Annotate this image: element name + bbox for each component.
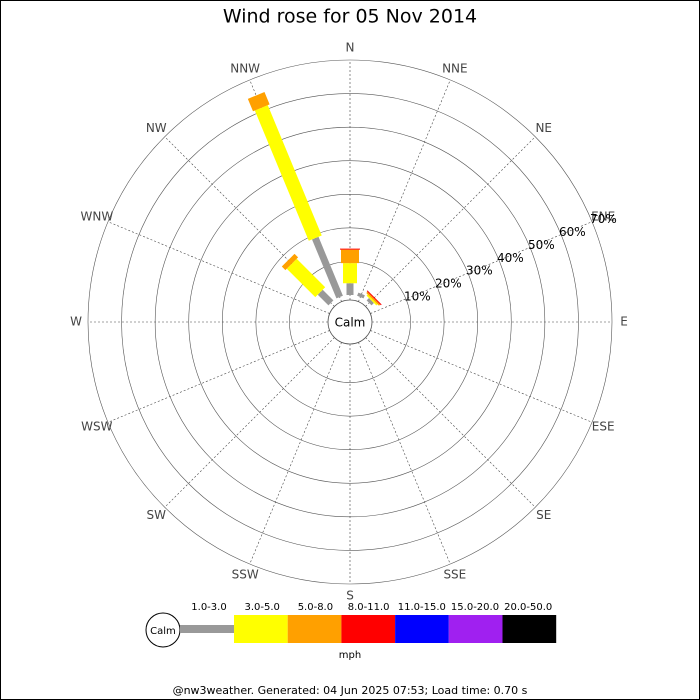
ring: [188, 160, 512, 484]
direction-label: WSW: [81, 419, 112, 433]
direction-label: SW: [147, 508, 167, 522]
direction-label: NNW: [230, 61, 260, 75]
legend-swatch: [502, 615, 557, 643]
legend-label: 11.0-15.0: [398, 602, 446, 613]
legend-swatch: [234, 615, 288, 643]
direction-label: NW: [146, 121, 167, 135]
bar-segment: [254, 105, 322, 241]
legend-swatch: [341, 615, 396, 643]
direction-label: ENE: [591, 210, 615, 224]
spoke: [358, 79, 451, 302]
legend-label: 8.0-11.0: [348, 602, 390, 613]
direction-label: N: [346, 41, 355, 55]
bar-segment: [281, 253, 299, 271]
spoke: [370, 330, 593, 423]
bar-segment: [312, 236, 343, 299]
bar-segment: [247, 92, 270, 112]
legend-label: 1.0-3.0: [191, 602, 226, 613]
direction-label: W: [70, 315, 82, 329]
bar-segment: [366, 291, 381, 306]
r-tick-label: 10%: [404, 289, 431, 303]
chart-title: Wind rose for 05 Nov 2014: [223, 6, 477, 28]
spoke: [365, 337, 536, 508]
spoke: [365, 136, 536, 307]
calm-label: Calm: [335, 316, 366, 330]
bar-segment: [366, 294, 378, 306]
r-tick-label: 30%: [466, 264, 493, 278]
r-tick-label: 70%: [590, 212, 617, 226]
ring: [87, 59, 613, 585]
direction-label: NNE: [442, 61, 468, 75]
direction-label: E: [620, 315, 628, 329]
legend-label: 20.0-50.0: [504, 602, 552, 613]
legend-swatch: [287, 615, 342, 643]
unit-label: mph: [339, 650, 361, 661]
legend-label: 5.0-8.0: [298, 602, 333, 613]
spoke: [249, 342, 342, 565]
direction-label: SSW: [232, 568, 259, 582]
spoke: [164, 337, 335, 508]
legend-calm-label: Calm: [150, 626, 176, 637]
bar-segment: [286, 258, 326, 298]
footer: @nw3weather. Generated: 04 Jun 2025 07:5…: [173, 684, 528, 697]
legend-label: 3.0-5.0: [244, 602, 279, 613]
spoke: [107, 330, 330, 423]
ring: [121, 93, 579, 551]
legend-label: 15.0-20.0: [451, 602, 499, 613]
bar-segment: [366, 298, 374, 306]
bar-segment: [317, 289, 334, 306]
direction-label: WNW: [80, 210, 113, 224]
direction-label: SE: [536, 508, 551, 522]
legend-swatch: [448, 615, 503, 643]
spoke: [107, 221, 330, 314]
legend-swatch: [395, 615, 449, 643]
direction-label: SSE: [443, 568, 466, 582]
direction-label: ESE: [592, 419, 615, 433]
direction-label: S: [346, 589, 354, 603]
r-tick-label: 20%: [435, 276, 462, 290]
spoke: [358, 342, 451, 565]
spoke: [370, 221, 593, 314]
r-tick-label: 60%: [559, 225, 586, 239]
r-tick-label: 40%: [497, 251, 524, 265]
bar-segment: [366, 290, 382, 306]
calm-circle: [327, 299, 373, 345]
direction-label: NE: [535, 121, 552, 135]
legend-swatch: [180, 625, 234, 633]
r-tick-label: 50%: [528, 238, 555, 252]
bar-segment: [357, 292, 365, 299]
